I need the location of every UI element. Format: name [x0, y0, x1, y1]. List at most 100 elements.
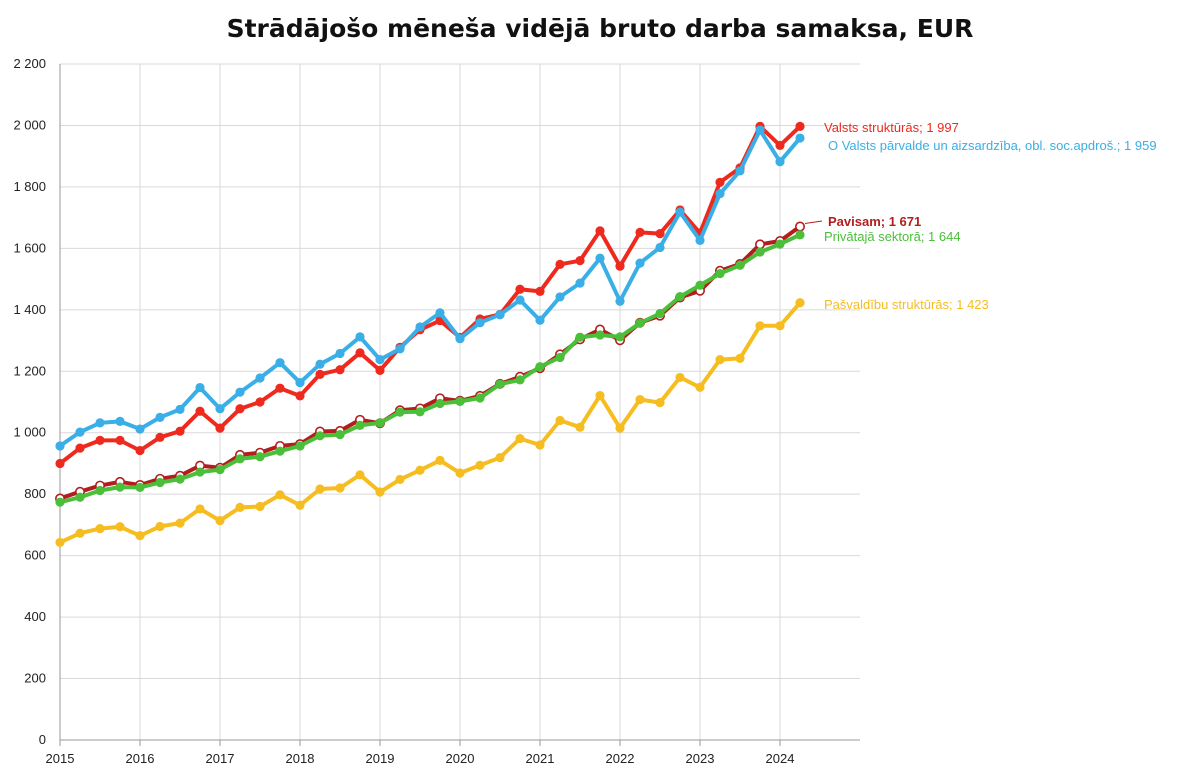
data-point: [615, 296, 625, 306]
axes: 0 200 400 600 800 1 000 1 200 1 400 1 600 1 800 2 …: [13, 56, 860, 766]
data-point: [115, 416, 125, 426]
series-line: [58, 128, 802, 448]
data-point: [754, 239, 765, 250]
series-end-label: Valsts struktūrās; 1 997: [824, 120, 959, 135]
data-point: [295, 500, 305, 510]
series-end-label: O Valsts pārvalde un aizsardzība, obl. s…: [828, 138, 1157, 153]
data-point: [455, 396, 465, 406]
data-point: [555, 292, 565, 302]
data-point: [515, 375, 525, 385]
data-point: [395, 474, 405, 485]
data-point: [235, 454, 245, 464]
data-point: [75, 443, 85, 453]
y-tick-label: 1 800: [13, 179, 46, 194]
data-point: [715, 268, 725, 279]
data-point: [715, 177, 725, 187]
y-tick-label: 800: [24, 486, 46, 501]
data-point: [135, 531, 145, 541]
data-point: [595, 253, 605, 263]
data-point: [735, 353, 745, 363]
series-line: [58, 232, 802, 505]
data-point: [115, 482, 125, 492]
data-point: [355, 332, 365, 342]
data-point: [635, 258, 645, 268]
data-point: [115, 522, 125, 532]
data-point: [295, 378, 305, 388]
data-point: [695, 235, 705, 245]
data-point: [475, 393, 485, 403]
data-point: [795, 133, 805, 143]
data-point: [215, 404, 225, 414]
data-point: [275, 490, 285, 500]
x-tick-label: 2018: [286, 751, 315, 766]
data-point: [535, 440, 545, 450]
x-tick-label: 2017: [206, 751, 235, 766]
data-point: [215, 465, 225, 475]
data-point: [275, 383, 285, 393]
data-point: [75, 492, 85, 502]
data-point: [635, 318, 645, 328]
data-point: [315, 484, 325, 494]
data-point: [555, 259, 565, 269]
data-point: [755, 247, 765, 257]
y-tick-label: 1 200: [13, 363, 46, 378]
series-1: [55, 125, 805, 451]
end-labels: Valsts struktūrās; 1 997 O Valsts pārvald…: [804, 120, 1157, 312]
data-point: [395, 407, 405, 417]
data-point: [794, 221, 805, 232]
data-point: [535, 362, 545, 372]
data-point: [315, 431, 325, 441]
y-tick-label: 2 200: [13, 56, 46, 71]
data-point: [495, 310, 505, 320]
data-point: [255, 501, 265, 512]
data-point: [55, 458, 65, 469]
data-point: [575, 256, 585, 266]
data-point: [775, 321, 785, 331]
data-point: [575, 278, 585, 288]
data-point: [655, 229, 665, 239]
data-point: [775, 239, 785, 249]
data-point: [135, 445, 145, 456]
x-tick-label: 2015: [46, 751, 75, 766]
data-point: [195, 382, 205, 393]
x-tick-label: 2016: [126, 751, 155, 766]
data-point: [255, 452, 265, 462]
data-point: [155, 432, 165, 442]
data-point: [375, 487, 385, 497]
chart-title: Strādājošo mēneša vidējā bruto darba sam…: [226, 14, 974, 43]
data-point: [475, 318, 485, 328]
data-point: [695, 382, 705, 392]
data-point: [95, 418, 105, 428]
x-tick-label: 2019: [366, 751, 395, 766]
data-point: [775, 140, 785, 151]
data-point: [175, 404, 185, 414]
data-point: [415, 465, 425, 475]
data-point: [75, 427, 85, 437]
data-point: [295, 441, 305, 451]
data-point: [375, 418, 385, 428]
data-point: [155, 412, 165, 422]
series-end-label: Pavisam; 1 671: [828, 214, 921, 229]
data-point: [135, 424, 145, 434]
data-point: [615, 423, 625, 433]
data-point: [335, 365, 345, 375]
data-point: [75, 528, 85, 538]
data-point: [595, 390, 605, 401]
data-point: [55, 441, 65, 451]
data-point: [55, 497, 65, 507]
data-point: [335, 483, 345, 493]
data-point: [655, 398, 665, 408]
data-point: [575, 332, 585, 342]
series-group: [54, 121, 805, 548]
data-point: [395, 344, 405, 354]
label-leader-line: [804, 220, 823, 225]
data-point: [655, 308, 665, 319]
data-point: [515, 433, 525, 444]
y-tick-label: 1 400: [13, 302, 46, 317]
series-end-label: Pašvaldību struktūrās; 1 423: [824, 297, 989, 312]
data-point: [255, 397, 265, 407]
data-point: [715, 354, 725, 365]
data-point: [175, 518, 185, 528]
data-point: [535, 315, 545, 325]
